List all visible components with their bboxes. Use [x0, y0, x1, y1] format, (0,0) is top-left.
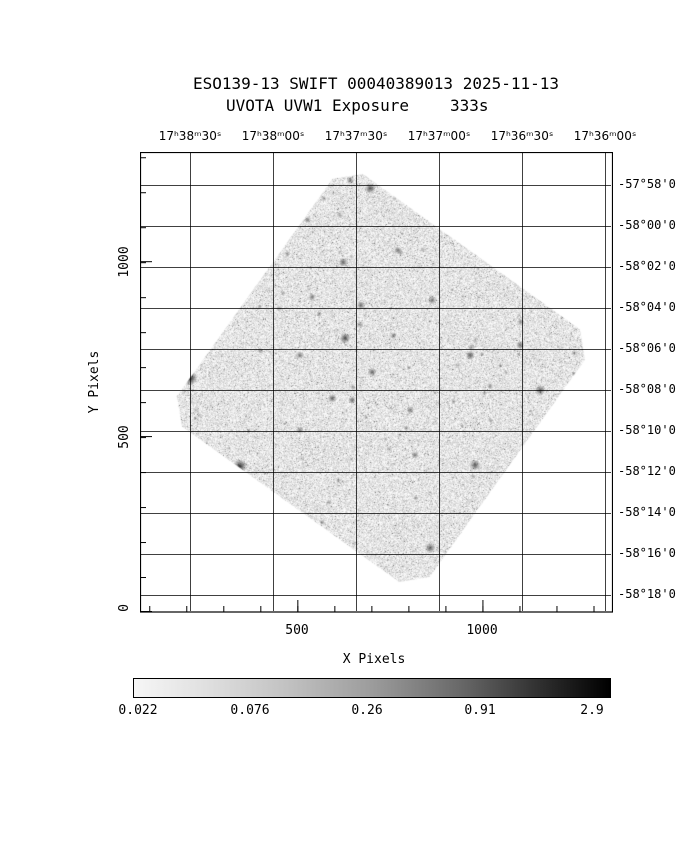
x-tick-label: 500	[285, 623, 309, 638]
ra-tick-label: 17ʰ36ᵐ30ˢ	[490, 129, 554, 143]
y-tick-label: 1000	[117, 246, 132, 278]
colorbar-tick-label: 0.076	[230, 703, 270, 718]
dec-tick-label: -58°10'0	[618, 423, 676, 437]
ra-tick-label: 17ʰ38ᵐ30ˢ	[158, 129, 222, 143]
plot-subtitle: UVOTA UVW1 Exposure	[226, 96, 410, 115]
dec-tick-label: -58°00'0	[618, 218, 676, 232]
x-tick-label: 1000	[466, 623, 498, 638]
dec-tick-label: -58°16'0	[618, 546, 676, 560]
ra-tick-label: 17ʰ37ᵐ00ˢ	[407, 129, 471, 143]
ra-tick-label: 17ʰ38ᵐ00ˢ	[241, 129, 305, 143]
colorbar-tick-label: 0.26	[351, 703, 383, 718]
exposure-time-label: 333s	[450, 96, 489, 115]
x-axis-label: X Pixels	[342, 652, 406, 667]
exposure-map-canvas	[140, 152, 612, 612]
colorbar-tick-label: 0.91	[464, 703, 496, 718]
dec-tick-label: -58°14'0	[618, 505, 676, 519]
plot-title: ESO139-13 SWIFT 00040389013 2025-11-13	[192, 74, 560, 93]
dec-tick-label: -58°06'0	[618, 341, 676, 355]
ra-tick-label: 17ʰ36ᵐ00ˢ	[573, 129, 637, 143]
dec-tick-label: -58°04'0	[618, 300, 676, 314]
colorbar-tick-label: 0.022	[118, 703, 158, 718]
dec-tick-label: -58°12'0	[618, 464, 676, 478]
colorbar	[133, 678, 611, 698]
ra-tick-label: 17ʰ37ᵐ30ˢ	[324, 129, 388, 143]
dec-tick-label: -58°18'0	[618, 587, 676, 601]
y-tick-label: 0	[117, 604, 132, 612]
y-axis-label: Y Pixels	[87, 350, 102, 414]
colorbar-tick-label: 2.9	[580, 703, 604, 718]
y-tick-label: 500	[117, 425, 132, 449]
dec-tick-label: -57°58'0	[618, 177, 676, 191]
dec-tick-label: -58°08'0	[618, 382, 676, 396]
plot-grid-svg	[140, 152, 613, 613]
dec-tick-label: -58°02'0	[618, 259, 676, 273]
